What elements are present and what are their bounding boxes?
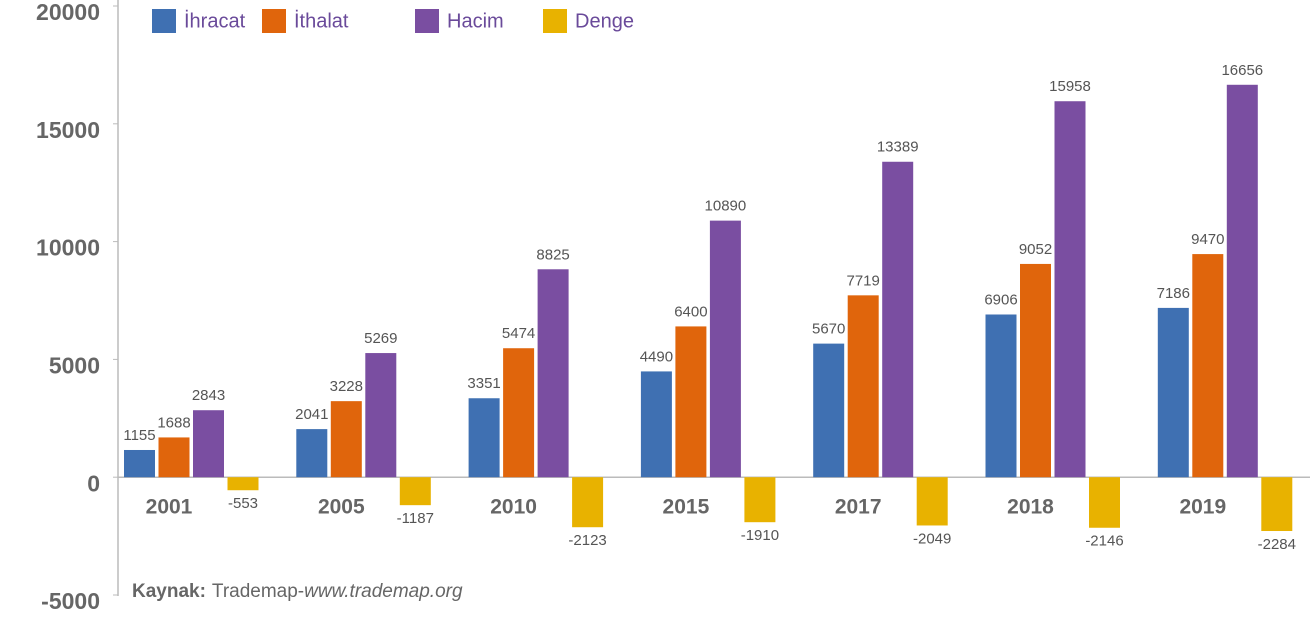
value-label: 6400 [674,303,707,320]
y-tick-label: 10000 [36,235,100,261]
x-tick-label: 2019 [1179,496,1226,519]
value-label: 6906 [984,291,1017,308]
y-tick-label: -5000 [41,588,100,614]
value-label: 7719 [847,272,880,289]
bar [813,343,845,478]
value-label: 1688 [157,414,190,431]
value-label: 3228 [330,378,363,395]
value-label: 2843 [192,387,225,404]
value-label: 5670 [812,321,845,338]
value-label: 1155 [123,427,155,444]
bar [985,314,1017,478]
value-label: -2049 [913,530,951,547]
y-tick-label: 20000 [36,0,100,25]
bar [1089,477,1120,528]
bar [744,477,776,523]
value-label: -1187 [397,510,434,527]
x-tick-label: 2005 [318,496,365,519]
source: Kaynak: Trademap-www.trademap.org [132,581,463,602]
value-label: 16656 [1221,62,1263,79]
value-label: 9470 [1191,231,1224,248]
value-label: -2123 [568,532,606,549]
bar [158,437,190,478]
bar [537,269,569,478]
value-label: -2284 [1258,536,1296,553]
x-tick-label: 2010 [490,496,537,519]
value-label: 10890 [705,198,747,215]
bar [916,477,948,526]
bar [365,353,397,478]
bar [1226,84,1258,478]
legend-swatch [262,9,286,33]
bar [640,371,672,478]
value-label: 5269 [364,330,397,347]
y-tick-label: 15000 [36,117,100,143]
value-label: -2146 [1085,533,1123,550]
legend-swatch [152,9,176,33]
value-label: 15958 [1049,78,1091,95]
value-label: 5474 [502,325,535,342]
bar [675,326,707,478]
bar [847,295,879,478]
x-tick-label: 2001 [146,496,193,519]
bar [1157,307,1189,478]
legend-label: Denge [575,10,634,32]
legend-label: İhracat [184,9,246,32]
legend-label: İthalat [294,9,349,32]
y-tick-label: 0 [87,470,100,496]
x-tick-label: 2018 [1007,496,1054,519]
y-tick-label: 5000 [49,352,100,378]
bar [1020,263,1051,478]
bar [227,477,259,491]
value-label: 8825 [536,246,569,263]
value-label: 13389 [877,139,919,156]
source-text: Trademap- [212,581,304,602]
value-label: 2041 [295,406,328,423]
value-label: 3351 [467,375,500,392]
bar [882,161,914,478]
bar [330,401,362,478]
bar [503,348,535,478]
value-label: 9052 [1019,241,1052,258]
value-label: -1910 [741,527,779,544]
bar [193,410,224,478]
legend-swatch [543,9,567,33]
legend-swatch [415,9,439,33]
value-label: -553 [228,495,258,512]
x-tick-label: 2017 [835,496,882,519]
value-label: 7186 [1157,285,1190,302]
bar [709,220,741,478]
legend-label: Hacim [447,10,504,32]
value-label: 4490 [640,348,673,365]
bar [296,429,328,478]
bar [399,477,431,506]
source-label: Kaynak: [132,581,206,602]
bar [572,477,604,528]
bar [1261,477,1293,532]
bar [124,449,155,478]
bar [1192,254,1224,478]
x-tick-label: 2015 [663,496,710,519]
source-url: www.trademap.org [304,581,463,602]
bar [1054,101,1086,478]
bar [468,398,500,478]
